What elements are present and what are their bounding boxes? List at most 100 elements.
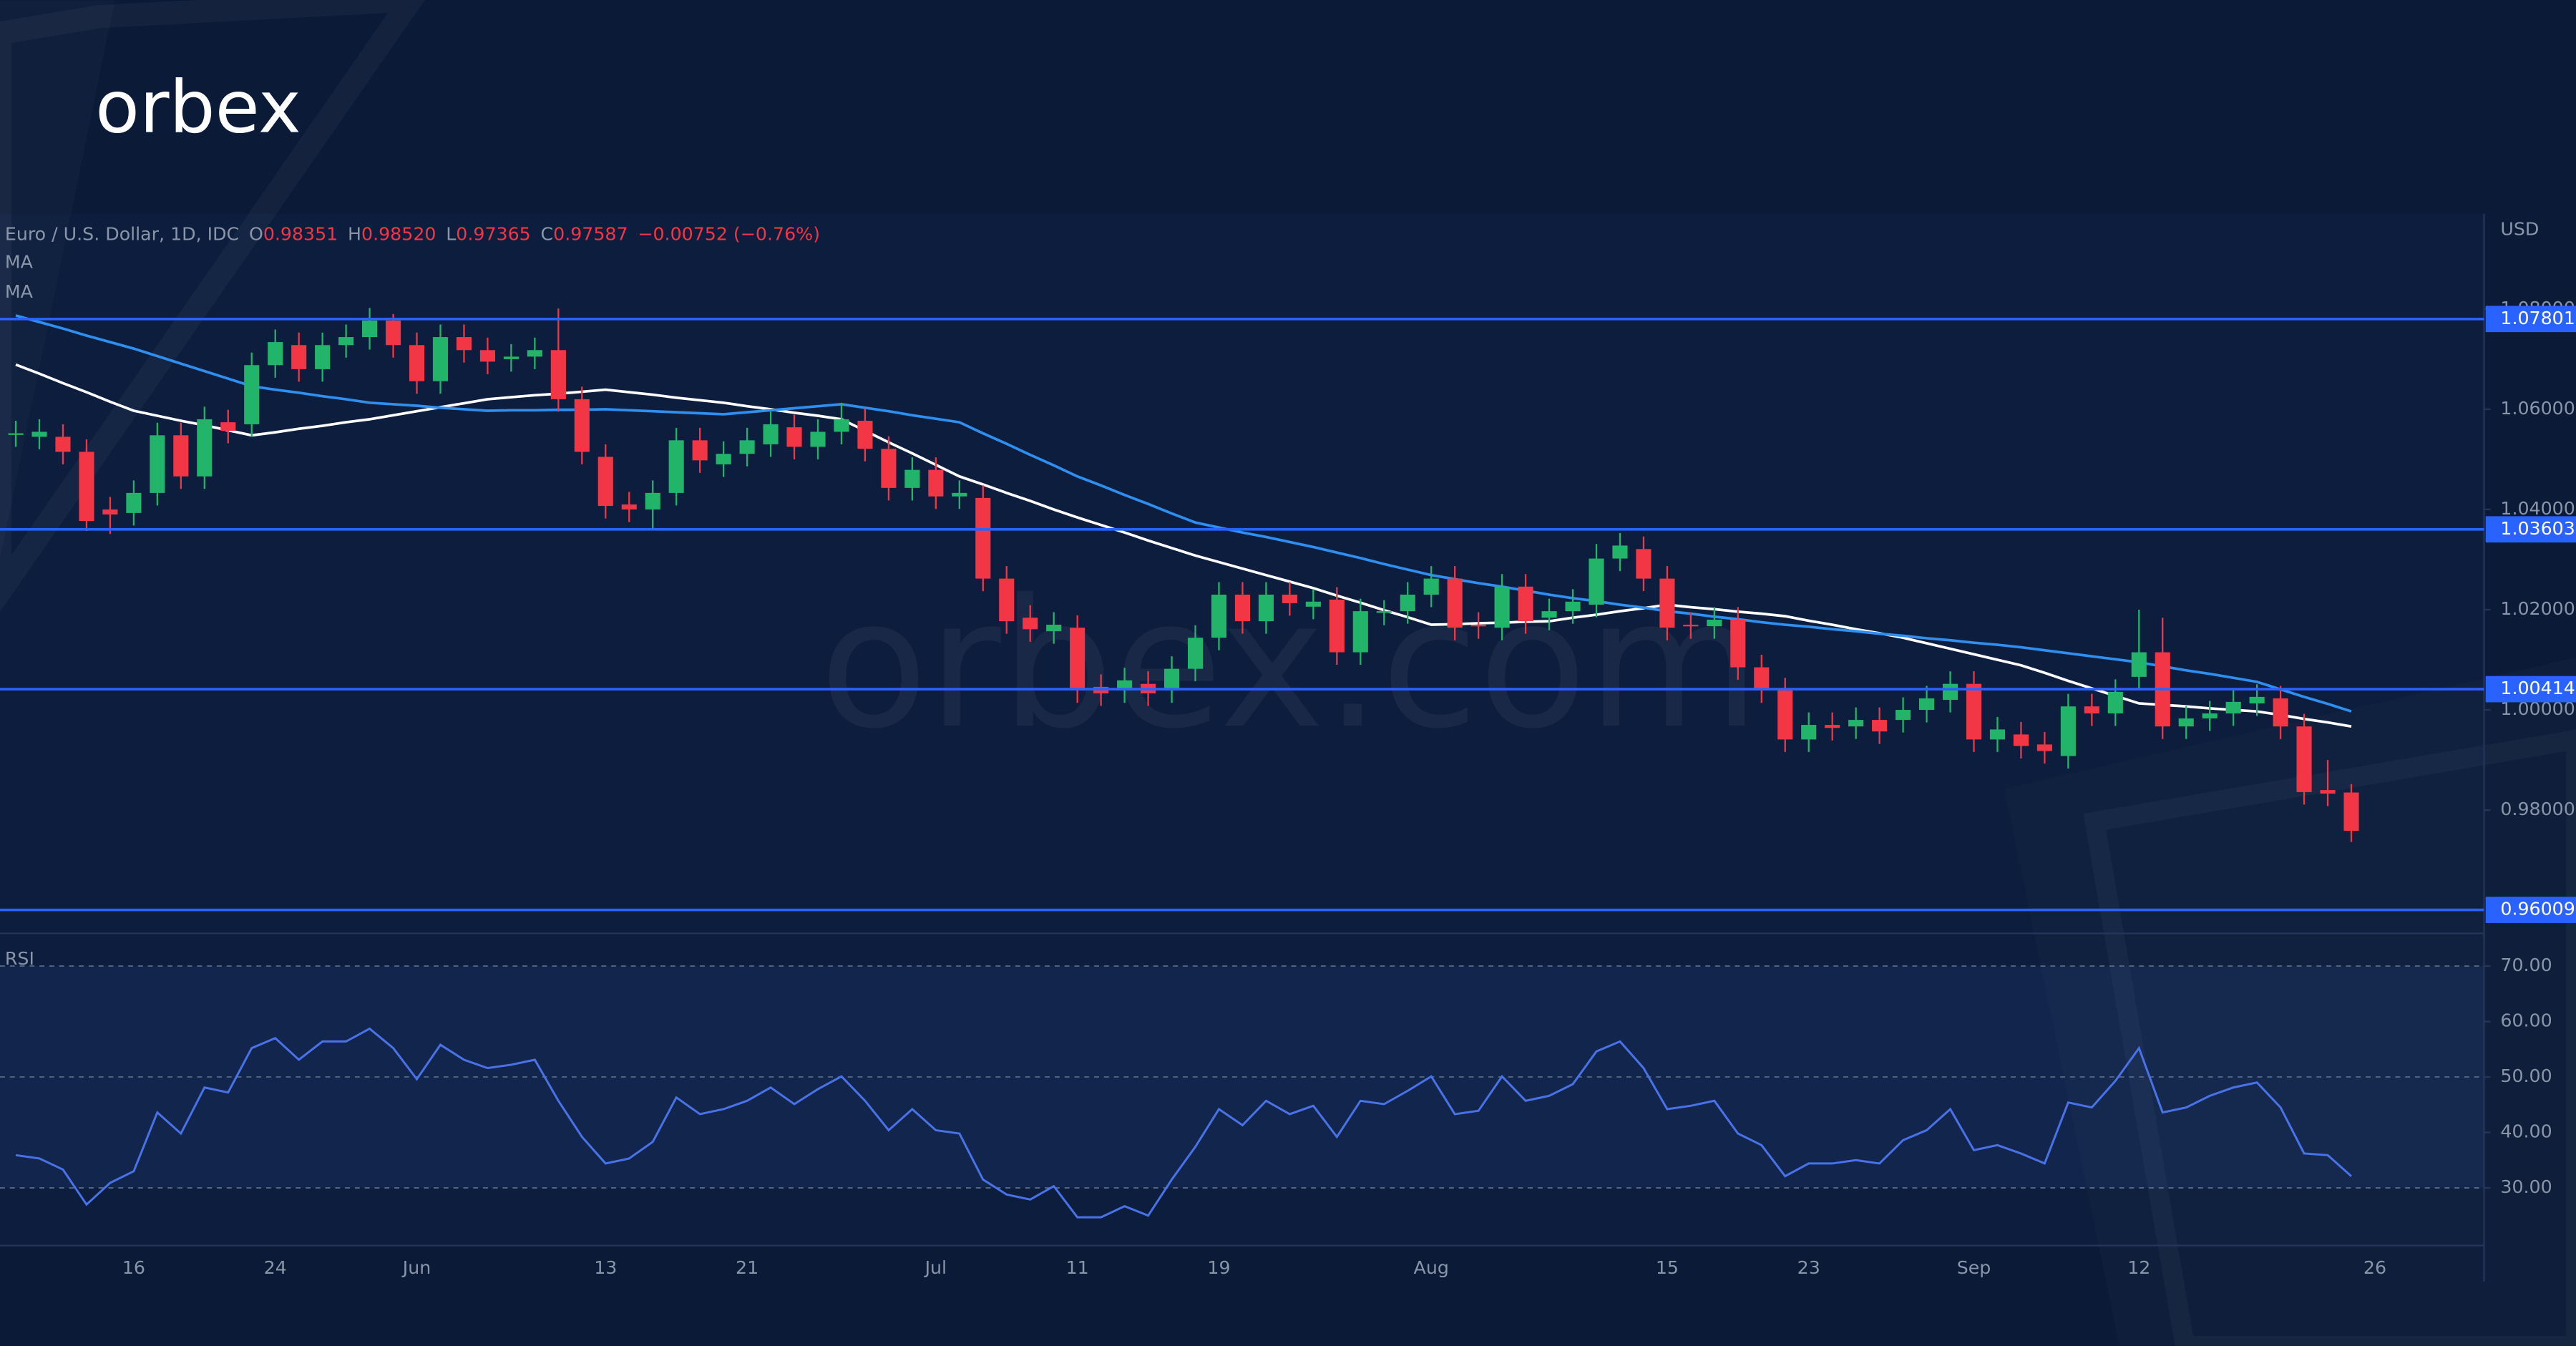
candle-body: [1919, 698, 1935, 711]
candle-body: [1494, 586, 1510, 628]
x-tick-label: 24: [264, 1257, 287, 1278]
candle-body: [527, 350, 542, 357]
candle-body: [55, 437, 71, 452]
candle-body: [1211, 595, 1227, 638]
x-tick-label: Jun: [401, 1257, 431, 1278]
candle-body: [1376, 611, 1392, 613]
y-tick-label: 30.00: [2500, 1176, 2552, 1197]
candle-body: [31, 431, 47, 437]
candle-body: [1636, 549, 1652, 579]
candle-body: [1683, 625, 1699, 627]
level-label-box: [2485, 516, 2576, 543]
candle-body: [479, 350, 495, 362]
moving-average: [15, 363, 2352, 728]
chart-header: Euro / U.S. Dollar, 1D, IDC O0.98351 H0.98…: [5, 224, 820, 245]
candle-body: [834, 419, 849, 432]
quote-label: C: [541, 224, 554, 245]
candle-body: [2296, 726, 2312, 792]
candle-body: [1848, 720, 1864, 727]
rsi-line: [15, 1027, 2353, 1219]
candle-body: [2178, 718, 2194, 727]
y-tick-label: 1.06000: [2500, 398, 2575, 419]
candle-body: [1518, 586, 1533, 622]
candle-body: [999, 578, 1015, 622]
candle-body: [197, 419, 213, 477]
decor: [0, 0, 425, 613]
x-tick-label: 26: [2363, 1257, 2386, 1278]
candle-body: [291, 345, 307, 369]
candle-body: [150, 435, 165, 493]
candle-body: [928, 469, 944, 497]
candle-body: [904, 469, 920, 488]
candle-body: [1707, 620, 1722, 627]
candle-body: [1730, 620, 1746, 668]
level-label-box: [2485, 676, 2576, 703]
x-tick-label: 23: [1797, 1257, 1820, 1278]
quote-value: 0.98520: [361, 224, 436, 245]
candle-body: [810, 431, 826, 447]
candle-body: [362, 320, 378, 338]
level-label-box: [2485, 306, 2576, 333]
candle-body: [2107, 691, 2123, 713]
candle-body: [1589, 558, 1604, 605]
candle-body: [1942, 683, 1958, 701]
candle-body: [645, 492, 660, 509]
candle-body: [692, 440, 708, 461]
candle-body: [1070, 628, 1085, 691]
candle-body: [1565, 601, 1581, 612]
candle-body: [1896, 710, 1911, 721]
level-label: 0.96009: [2500, 899, 2575, 920]
candle-body: [1872, 720, 1888, 732]
candle-body: [2249, 696, 2265, 703]
x-tick-label: 16: [122, 1257, 145, 1278]
candle-body: [621, 504, 637, 509]
x-tick-label: Sep: [1957, 1257, 1991, 1278]
candle-body: [385, 320, 401, 346]
candle-body: [1659, 578, 1675, 628]
candle-body: [2060, 706, 2076, 756]
level-label: 1.03603: [2500, 518, 2575, 539]
candle-body: [1258, 595, 1274, 622]
candle-body: [2036, 744, 2052, 751]
candle-body: [1801, 725, 1817, 740]
candle-body: [1825, 725, 1840, 728]
level-label: 1.07801: [2500, 308, 2575, 328]
candle-body: [1187, 638, 1204, 669]
x-tick-label: Jul: [924, 1257, 947, 1278]
candle-body: [126, 492, 142, 513]
candle-body: [338, 337, 354, 346]
indicator-legend: MA: [5, 281, 34, 302]
candle-body: [786, 427, 802, 447]
x-tick-label: 13: [594, 1257, 617, 1278]
candle-body: [102, 509, 118, 514]
candle-body: [8, 433, 24, 435]
candle-body: [881, 449, 897, 488]
y-tick-label: 40.00: [2500, 1121, 2552, 1142]
candle-body: [1046, 625, 1062, 632]
candle-body: [1163, 668, 1180, 691]
candle-body: [2084, 706, 2099, 713]
candle-body: [1282, 595, 1297, 603]
x-tick-label: 11: [1066, 1257, 1089, 1278]
y-tick-label: 50.00: [2500, 1065, 2552, 1086]
candle-body: [79, 452, 94, 522]
candle-body: [2202, 713, 2218, 718]
candle-body: [173, 435, 189, 477]
candle-body: [550, 350, 566, 399]
candle-body: [1470, 625, 1486, 627]
quote-value: 0.98351: [263, 224, 338, 245]
candle-body: [1612, 545, 1628, 559]
candle-body: [1400, 595, 1415, 612]
quote-label: L: [446, 224, 456, 245]
candle-body: [763, 424, 779, 444]
y-axis-label: USD: [2500, 219, 2539, 240]
candle-body: [1234, 595, 1251, 622]
quote-label: H: [348, 224, 361, 245]
candle-body: [668, 440, 684, 493]
candle-body: [220, 422, 236, 431]
candle-body: [1777, 690, 1793, 740]
level-label-box: [2485, 897, 2576, 923]
candle-body: [315, 345, 331, 369]
